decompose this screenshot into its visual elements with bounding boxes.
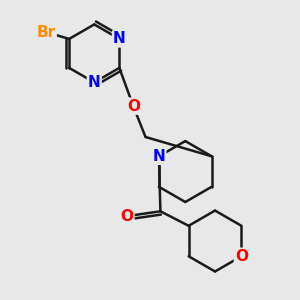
Text: O: O bbox=[127, 99, 140, 114]
Text: Br: Br bbox=[37, 25, 56, 40]
Text: N: N bbox=[113, 32, 126, 46]
Text: O: O bbox=[121, 208, 134, 224]
Text: N: N bbox=[152, 149, 165, 164]
Text: O: O bbox=[235, 249, 248, 264]
Text: N: N bbox=[88, 75, 100, 90]
